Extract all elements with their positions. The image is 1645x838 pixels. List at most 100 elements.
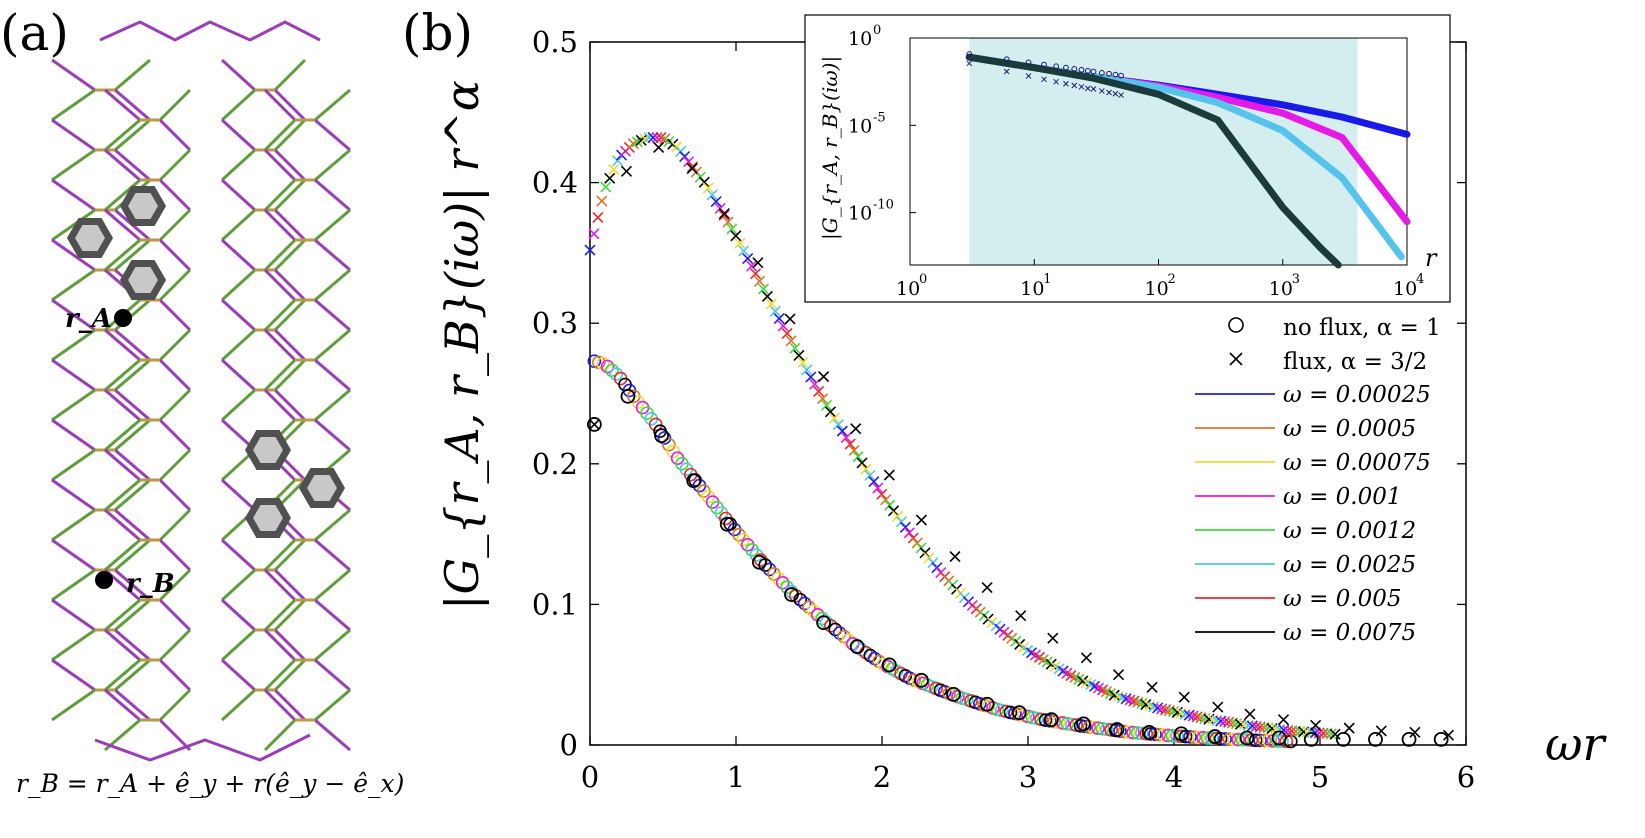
flux-marker (612, 155, 624, 167)
lattice-bond (51, 568, 96, 602)
flux-marker-black (1146, 681, 1158, 693)
lattice-bond (263, 568, 297, 602)
no-flux-marker (605, 363, 619, 378)
flux-marker (824, 406, 837, 418)
flux-marker-black (1178, 691, 1190, 703)
inset-circle-marker (1003, 56, 1010, 63)
flux-plaquette (119, 260, 167, 300)
lattice-bond (104, 208, 141, 242)
lattice-bond (114, 538, 151, 572)
lattice-bond (314, 328, 351, 362)
main-axis-ticks: 0 1 2 3 4 5 6 0 0.1 0.2 0.3 0.4 0.5 (532, 25, 1475, 794)
flux-marker-black (850, 423, 862, 435)
no-flux-marker-black (751, 554, 767, 570)
no-flux-marker (828, 622, 843, 637)
flux-marker (1108, 689, 1120, 701)
flux-marker (868, 476, 880, 488)
inset-cross-marker (1078, 83, 1085, 90)
panel-a-label: (a) (0, 4, 69, 62)
inset-cross-marker (1071, 82, 1078, 89)
no-flux-marker (1262, 733, 1276, 748)
flux-marker-black (1212, 701, 1224, 713)
lattice-bond (273, 568, 307, 602)
inset-x-tick-label: 10 (1020, 278, 1044, 300)
no-flux-marker (1178, 729, 1193, 744)
lattice-bond (104, 178, 141, 212)
flux-marker (773, 313, 785, 325)
lattice-bond (273, 178, 307, 212)
lattice-bond (158, 298, 192, 332)
lattice-bond (220, 688, 257, 722)
lattice-bond (220, 148, 257, 182)
flux-marker (1136, 697, 1148, 709)
flux-marker (600, 181, 612, 193)
lattice-bond (273, 88, 307, 122)
lattice-bond (104, 598, 141, 632)
lattice-bond (273, 628, 307, 662)
flux-marker (734, 237, 746, 249)
inset-x-tick-label: 10 (1269, 278, 1293, 300)
flux-marker (702, 182, 714, 194)
lattice-bond (273, 598, 307, 632)
inset-cross-marker (1118, 92, 1124, 98)
flux-marker (588, 228, 600, 240)
flux-marker (1116, 692, 1128, 704)
lattice-bond (314, 238, 351, 272)
main-y-tick-label: 0.1 (532, 587, 578, 621)
no-flux-marker (824, 619, 838, 633)
flux-marker (1148, 701, 1160, 713)
flux-plaquette (298, 468, 346, 508)
legend-series-label: ω = 0.0005 (1283, 416, 1416, 442)
lattice-bond (314, 718, 351, 752)
flux-marker (1124, 694, 1136, 706)
inset-shaded-region (969, 38, 1358, 265)
lattice-bond (158, 388, 192, 422)
lattice-bond (273, 328, 307, 362)
main-x-tick-label: 6 (1457, 760, 1475, 794)
flux-marker-black (949, 551, 961, 563)
no-flux-marker (1104, 723, 1119, 737)
lattice-bond (104, 88, 141, 122)
lattice-bond (263, 718, 297, 752)
lattice-bond (114, 388, 151, 422)
lattice-bond (220, 268, 257, 302)
lattice-bond (263, 148, 297, 182)
lattice-bond (314, 388, 351, 422)
lattice-bond (158, 448, 192, 482)
flux-marker (880, 494, 892, 506)
lattice-bond (51, 658, 96, 692)
flux-plaquette (244, 498, 292, 538)
no-flux-marker (1218, 732, 1232, 746)
flux-marker (765, 298, 777, 310)
lattice-bond (220, 328, 257, 362)
flux-marker (686, 161, 699, 173)
lattice-bond (220, 358, 257, 392)
lattice-bond (158, 418, 192, 452)
lattice-bond (273, 358, 307, 392)
lattice-bond (158, 718, 192, 752)
lattice-bond (220, 58, 257, 92)
no-flux-marker-black (654, 428, 669, 444)
flux-marker (828, 412, 840, 424)
no-flux-marker (1113, 724, 1127, 738)
flux-marker (647, 132, 659, 144)
flux-marker-black (686, 162, 698, 175)
lattice-bond (104, 418, 141, 452)
no-flux-marker-black (1401, 731, 1417, 747)
legend-series-label: ω = 0.0075 (1283, 620, 1416, 646)
no-flux-marker (1257, 733, 1272, 748)
flux-marker (899, 521, 911, 533)
no-flux-marker (1073, 718, 1088, 733)
lattice-bond (220, 118, 257, 152)
flux-marker (785, 335, 797, 347)
no-flux-marker (1143, 727, 1158, 741)
lattice-bond (273, 538, 307, 572)
no-flux-marker (802, 600, 816, 615)
no-flux-marker-black (784, 587, 799, 602)
main-y-tick-label: 0.5 (532, 25, 578, 59)
lattice-bond (263, 598, 297, 632)
inset-x-tick-label: 10 (1145, 278, 1169, 300)
no-flux-marker (1152, 727, 1167, 742)
lattice-bond (263, 298, 297, 332)
